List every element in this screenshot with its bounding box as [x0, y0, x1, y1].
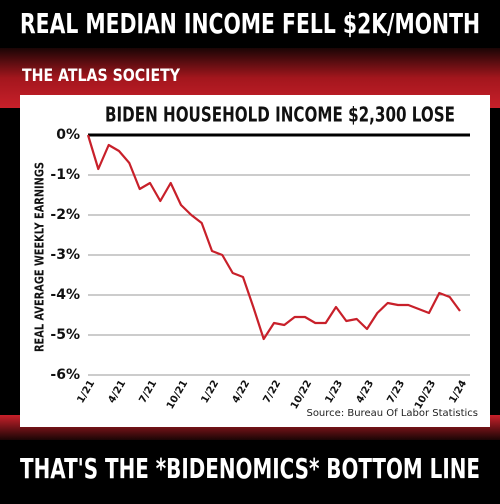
data-line: [86, 134, 461, 341]
footer-text: THAT'S THE *BIDENOMICS* BOTTOM LINE: [20, 452, 480, 485]
y-tick-label: -4%: [50, 287, 80, 303]
y-tick-label: -2%: [50, 207, 80, 223]
y-tick-label: 0%: [56, 127, 80, 143]
plot-area: -6%-5%-4%-3%-2%-1%0%1/21 4/21 7/21 10/21 1/2…: [50, 127, 470, 411]
chart-panel: [20, 95, 490, 427]
y-tick-label: -3%: [50, 247, 80, 263]
brand-logo: THE ATLAS SOCIETY: [22, 66, 181, 86]
chart-title: BIDEN HOUSEHOLD INCOME $2,300 LOSE: [105, 103, 455, 127]
y-axis-label: REAL AVERAGE WEEKLY EARNINGS: [33, 162, 47, 352]
headline: REAL MEDIAN INCOME FELL $2K/MONTH: [20, 7, 480, 40]
y-tick-label: -1%: [50, 167, 80, 183]
y-tick-label: -5%: [50, 327, 80, 343]
y-tick-label: -6%: [50, 367, 80, 383]
source-note: Source: Bureau Of Labor Statistics: [306, 408, 478, 419]
